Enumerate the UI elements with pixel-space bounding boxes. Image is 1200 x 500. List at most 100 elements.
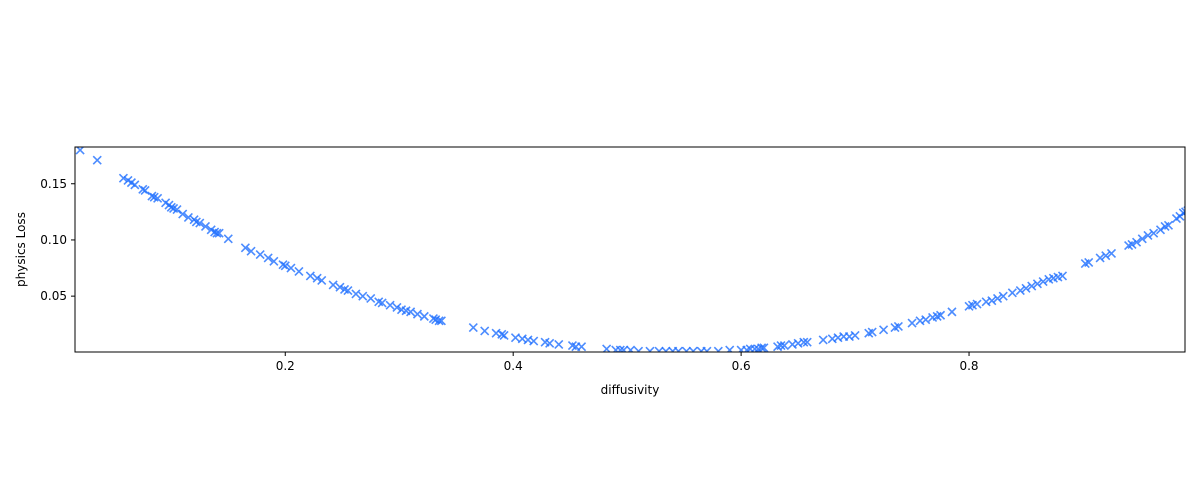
data-point — [223, 234, 233, 244]
data-point — [577, 342, 587, 352]
data-point — [713, 346, 723, 352]
data-point — [497, 329, 507, 339]
data-point — [879, 325, 889, 335]
data-point — [419, 311, 429, 321]
data-point — [545, 338, 555, 348]
data-point — [1132, 237, 1142, 247]
data-point — [779, 341, 789, 351]
data-point — [406, 307, 416, 317]
data-point — [1149, 228, 1159, 238]
data-point — [305, 271, 315, 281]
data-point — [1155, 225, 1166, 235]
x-tick-label: 0.8 — [959, 359, 978, 373]
data-point — [172, 205, 182, 215]
data-point — [1163, 220, 1174, 230]
data-point — [278, 260, 288, 270]
data-point — [468, 323, 478, 333]
y-tick-label: 0.15 — [40, 177, 67, 191]
data-point — [681, 346, 691, 352]
data-point — [428, 314, 438, 324]
data-point — [615, 345, 625, 352]
data-point — [626, 345, 636, 352]
data-point — [366, 293, 376, 303]
data-point — [351, 289, 361, 299]
data-point — [1181, 207, 1185, 217]
data-point — [998, 291, 1008, 301]
data-point — [1007, 288, 1017, 298]
data-point — [757, 343, 767, 352]
data-point — [633, 346, 644, 352]
data-point — [392, 302, 402, 312]
data-point — [654, 346, 664, 352]
data-point — [1032, 279, 1042, 289]
data-point — [385, 300, 395, 310]
data-point — [645, 346, 655, 352]
data-point — [263, 253, 273, 263]
data-point — [867, 327, 877, 337]
data-point — [92, 155, 102, 165]
data-point — [1143, 230, 1153, 241]
data-point — [178, 209, 188, 219]
data-point — [138, 184, 148, 194]
data-point — [166, 202, 176, 212]
data-point — [335, 282, 345, 292]
data-point — [673, 346, 683, 352]
data-point — [1178, 208, 1185, 218]
data-point — [147, 191, 157, 201]
data-point — [688, 346, 698, 352]
data-point — [480, 326, 490, 336]
x-tick-label: 0.4 — [504, 359, 523, 373]
data-point — [312, 273, 322, 283]
data-point — [358, 291, 368, 301]
data-point — [240, 243, 250, 253]
data-point — [246, 246, 256, 256]
data-point — [1084, 257, 1094, 267]
data-point — [1106, 248, 1117, 258]
data-point — [377, 298, 387, 308]
data-point — [907, 318, 917, 328]
data-point — [1057, 271, 1068, 281]
y-tick-label: 0.10 — [40, 233, 67, 247]
data-point — [328, 280, 338, 290]
data-point — [269, 256, 279, 266]
data-point — [619, 345, 629, 352]
data-point — [436, 316, 446, 326]
data-point — [1101, 251, 1111, 261]
data-point — [850, 330, 860, 341]
data-point — [972, 299, 982, 309]
x-tick-label: 0.2 — [276, 359, 295, 373]
data-point — [499, 330, 509, 341]
data-point — [759, 343, 769, 352]
data-point — [702, 346, 712, 352]
data-point — [1137, 234, 1147, 244]
data-point — [212, 228, 222, 238]
data-point — [255, 249, 265, 260]
data-point — [1015, 285, 1025, 296]
data-point — [1038, 276, 1048, 287]
data-point — [818, 335, 828, 345]
data-point — [130, 180, 140, 190]
y-tick-label: 0.05 — [40, 289, 67, 303]
data-point — [921, 315, 931, 325]
data-point — [1127, 239, 1137, 250]
data-point — [987, 296, 997, 306]
data-point — [195, 218, 205, 228]
data-point — [935, 310, 946, 320]
x-axis-ticks: 0.2 0.4 0.6 0.8 — [276, 352, 979, 373]
data-point — [153, 193, 163, 203]
data-point — [118, 173, 128, 183]
data-point — [434, 316, 444, 326]
x-axis-label: diffusivity — [601, 383, 660, 397]
data-point — [183, 212, 193, 223]
data-point — [802, 337, 812, 347]
data-point — [1021, 283, 1031, 293]
data-point — [799, 337, 809, 347]
y-axis-ticks: 0.05 0.10 0.15 — [40, 177, 75, 303]
data-point — [280, 261, 290, 271]
data-point — [661, 346, 671, 352]
data-point — [412, 309, 423, 319]
x-tick-label: 0.6 — [732, 359, 751, 373]
data-point — [725, 345, 735, 352]
y-axis-label: physics Loss — [14, 212, 28, 287]
